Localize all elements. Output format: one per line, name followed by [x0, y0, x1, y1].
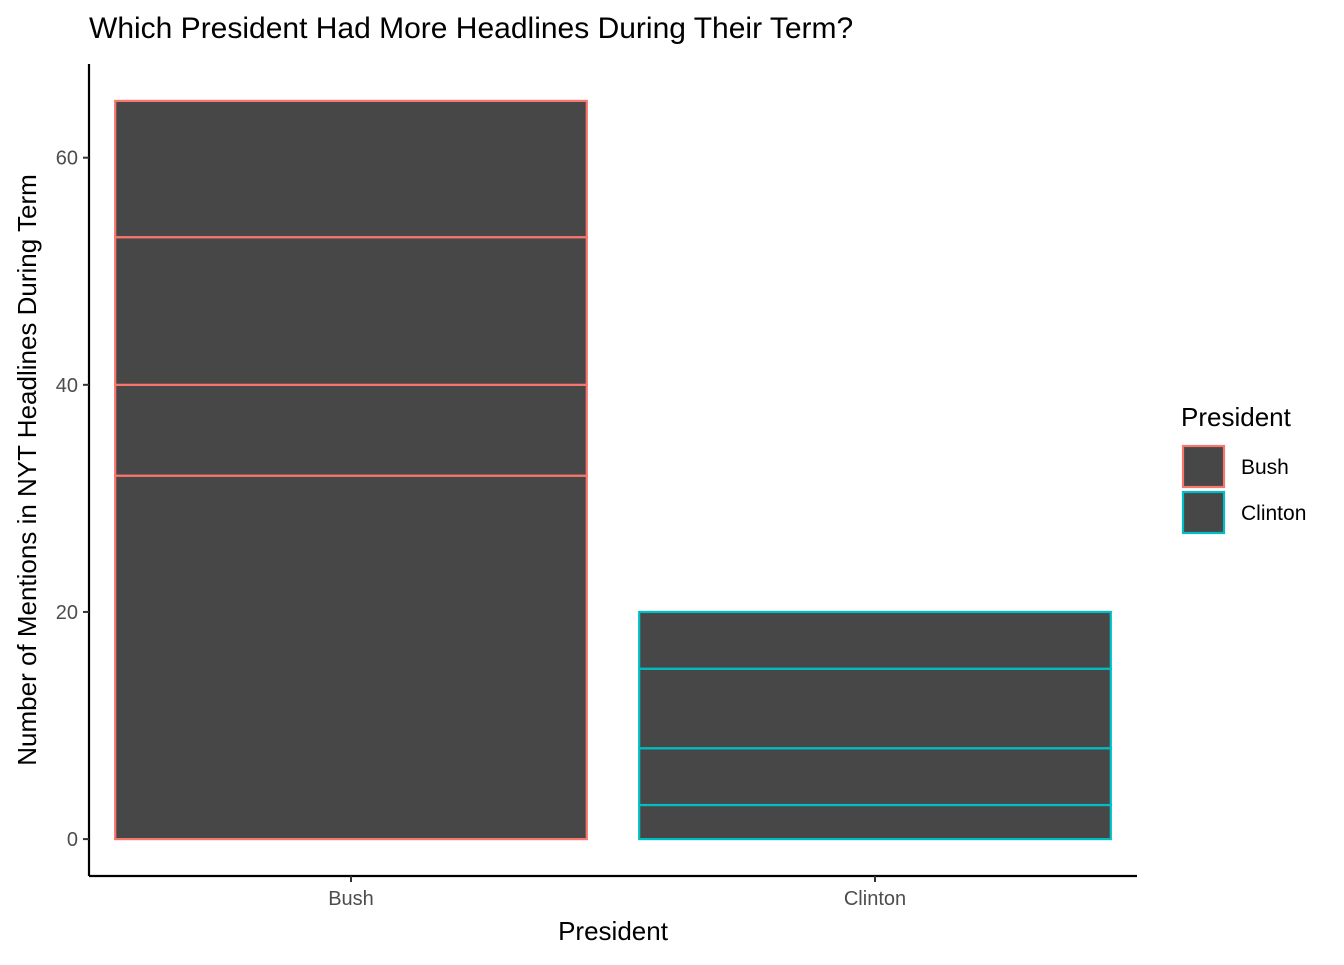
bar-segment-clinton-2	[638, 747, 1112, 807]
axes-group: 0 20 40 60 Bush Clinton	[56, 64, 1137, 910]
legend-key-bush	[1181, 444, 1226, 489]
y-tick-label: 0	[67, 829, 78, 851]
legend-key-clinton	[1181, 490, 1226, 535]
y-axis-title: Number of Mentions in NYT Headlines Duri…	[12, 174, 42, 766]
bar-segment-clinton-1	[638, 803, 1112, 841]
bar-segment-bush-3	[114, 236, 588, 386]
bar-segment-clinton-3	[638, 667, 1112, 750]
x-tick-label: Bush	[328, 888, 374, 910]
legend-label-clinton: Clinton	[1241, 502, 1306, 525]
bars-group	[114, 99, 1112, 841]
legend-label-bush: Bush	[1241, 456, 1289, 479]
y-tick-label: 20	[56, 602, 78, 624]
bar-segment-bush-1	[114, 474, 588, 841]
x-tick-label: Clinton	[844, 888, 906, 910]
legend: President Bush Clinton	[1181, 402, 1306, 535]
bar-segment-bush-4	[114, 99, 588, 239]
bar-segment-bush-2	[114, 383, 588, 477]
bar-segment-clinton-4	[638, 610, 1112, 670]
chart-title: Which President Had More Headlines Durin…	[89, 12, 853, 45]
y-tick-label: 40	[56, 375, 78, 397]
legend-title: President	[1181, 402, 1292, 432]
x-axis-title: President	[558, 916, 669, 946]
y-tick-label: 60	[56, 148, 78, 170]
